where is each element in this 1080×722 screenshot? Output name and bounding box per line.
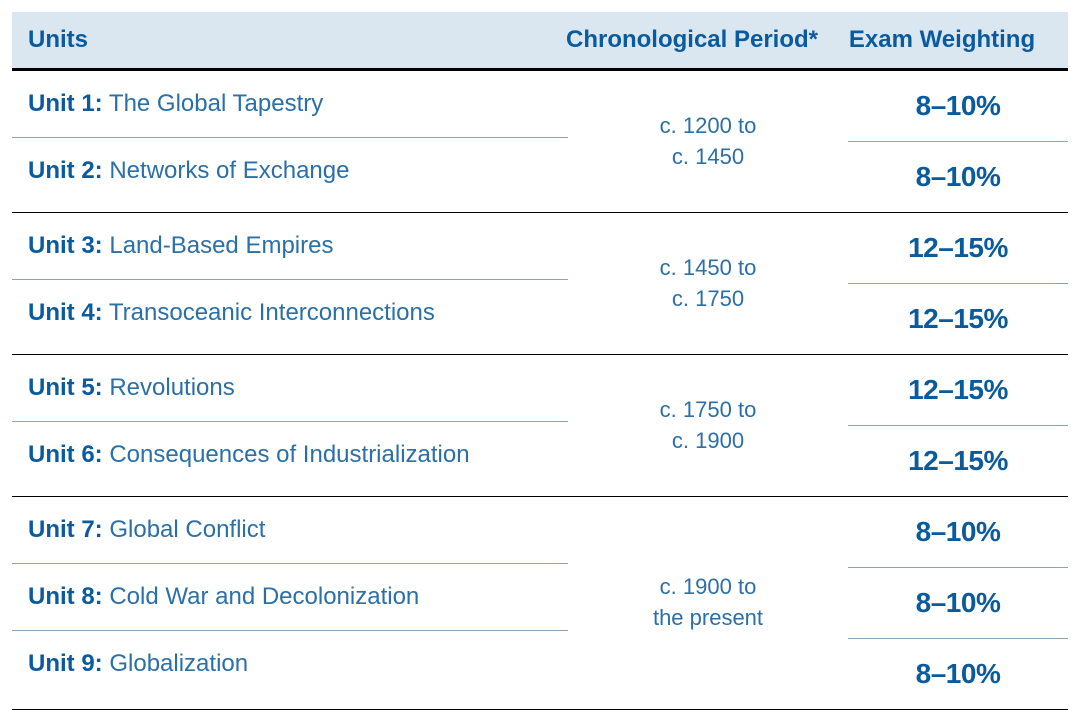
weight-cell: 8–10% — [848, 639, 1068, 709]
unit-cell: Unit 7: Global Conflict — [12, 497, 568, 564]
weight-cell: 12–15% — [848, 284, 1068, 354]
unit-title: Global Conflict — [109, 516, 265, 543]
period-line1: c. 1900 to — [660, 572, 757, 603]
unit-cell: Unit 2: Networks of Exchange — [12, 138, 568, 204]
unit-cell: Unit 3: Land-Based Empires — [12, 213, 568, 280]
period-cell: c. 1900 tothe present — [568, 497, 848, 709]
weight-value: 8–10% — [916, 161, 1001, 193]
weight-cell: 8–10% — [848, 142, 1068, 212]
units-column: Unit 1: The Global TapestryUnit 2: Netwo… — [12, 71, 568, 212]
table-rowgroup: Unit 7: Global ConflictUnit 8: Cold War … — [12, 497, 1068, 710]
weight-value: 12–15% — [908, 374, 1008, 406]
table-body: Unit 1: The Global TapestryUnit 2: Netwo… — [12, 71, 1068, 710]
unit-title: Globalization — [109, 650, 248, 677]
weight-value: 8–10% — [916, 90, 1001, 122]
units-column: Unit 3: Land-Based EmpiresUnit 4: Transo… — [12, 213, 568, 354]
period-line2: c. 1900 — [672, 426, 744, 457]
unit-title: Land-Based Empires — [109, 232, 333, 259]
unit-title: Consequences of Industrialization — [109, 441, 469, 468]
weights-column: 8–10% 8–10% 8–10% — [848, 497, 1068, 709]
unit-label: Unit 8: — [28, 583, 103, 610]
table-header-row: Units Chronological Period* Exam Weighti… — [12, 12, 1068, 71]
unit-label: Unit 6: — [28, 441, 103, 468]
weight-value: 12–15% — [908, 303, 1008, 335]
header-weight: Exam Weighting — [832, 26, 1052, 54]
weights-column: 12–15% 12–15% — [848, 355, 1068, 496]
table-rowgroup: Unit 1: The Global TapestryUnit 2: Netwo… — [12, 71, 1068, 213]
table-rowgroup: Unit 5: RevolutionsUnit 6: Consequences … — [12, 355, 1068, 497]
period-cell: c. 1200 toc. 1450 — [568, 71, 848, 212]
unit-title: Networks of Exchange — [109, 157, 349, 184]
unit-label: Unit 7: — [28, 516, 103, 543]
weight-cell: 12–15% — [848, 426, 1068, 496]
units-column: Unit 7: Global ConflictUnit 8: Cold War … — [12, 497, 568, 709]
exam-units-table: Units Chronological Period* Exam Weighti… — [0, 0, 1080, 722]
weight-value: 8–10% — [916, 658, 1001, 690]
weight-cell: 12–15% — [848, 213, 1068, 284]
period-cell: c. 1450 toc. 1750 — [568, 213, 848, 354]
weight-value: 12–15% — [908, 232, 1008, 264]
unit-title: Transoceanic Interconnections — [109, 299, 435, 326]
weights-column: 12–15% 12–15% — [848, 213, 1068, 354]
period-line2: c. 1450 — [672, 142, 744, 173]
unit-label: Unit 9: — [28, 650, 103, 677]
period-line2: c. 1750 — [672, 284, 744, 315]
unit-cell: Unit 6: Consequences of Industrializatio… — [12, 422, 568, 488]
weight-value: 8–10% — [916, 516, 1001, 548]
unit-title: Cold War and Decolonization — [109, 583, 419, 610]
unit-title: Revolutions — [109, 374, 234, 401]
weight-cell: 8–10% — [848, 71, 1068, 142]
header-units: Units — [28, 26, 552, 54]
period-line1: c. 1200 to — [660, 111, 757, 142]
weight-cell: 12–15% — [848, 355, 1068, 426]
period-line2: the present — [653, 603, 763, 634]
unit-cell: Unit 5: Revolutions — [12, 355, 568, 422]
weight-cell: 8–10% — [848, 497, 1068, 568]
weight-cell: 8–10% — [848, 568, 1068, 639]
weight-value: 8–10% — [916, 587, 1001, 619]
unit-label: Unit 3: — [28, 232, 103, 259]
unit-cell: Unit 4: Transoceanic Interconnections — [12, 280, 568, 346]
unit-label: Unit 4: — [28, 299, 103, 326]
unit-title: The Global Tapestry — [109, 90, 323, 117]
weight-value: 12–15% — [908, 445, 1008, 477]
unit-cell: Unit 9: Globalization — [12, 631, 568, 697]
unit-cell: Unit 1: The Global Tapestry — [12, 71, 568, 138]
units-column: Unit 5: RevolutionsUnit 6: Consequences … — [12, 355, 568, 496]
unit-cell: Unit 8: Cold War and Decolonization — [12, 564, 568, 631]
period-cell: c. 1750 toc. 1900 — [568, 355, 848, 496]
unit-label: Unit 1: — [28, 90, 103, 117]
header-period: Chronological Period* — [552, 26, 832, 54]
table-rowgroup: Unit 3: Land-Based EmpiresUnit 4: Transo… — [12, 213, 1068, 355]
unit-label: Unit 5: — [28, 374, 103, 401]
period-line1: c. 1450 to — [660, 253, 757, 284]
weights-column: 8–10% 8–10% — [848, 71, 1068, 212]
period-line1: c. 1750 to — [660, 395, 757, 426]
unit-label: Unit 2: — [28, 157, 103, 184]
